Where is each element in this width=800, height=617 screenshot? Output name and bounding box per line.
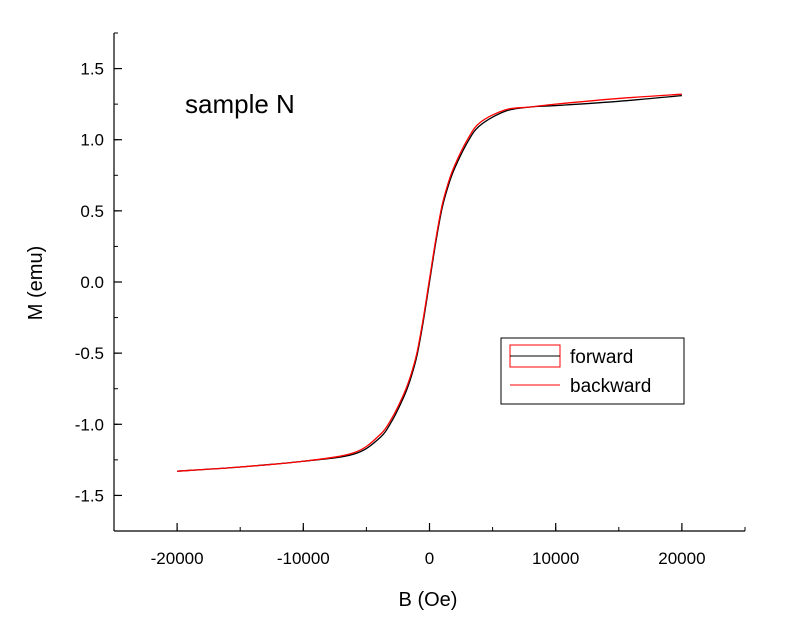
x-tick-label: 10000 <box>532 549 579 568</box>
series-line-backward <box>177 93 682 472</box>
x-tick-label: -20000 <box>151 549 204 568</box>
legend: forward backward <box>500 337 685 405</box>
legend-label-backward: backward <box>570 376 651 397</box>
x-axis-title: B (Oe) <box>399 589 458 611</box>
y-tick-label: -0.5 <box>75 344 104 363</box>
y-tick-label: 0.0 <box>80 273 104 292</box>
series-line-forward <box>177 94 682 472</box>
y-axis-title: M (emu) <box>25 246 47 320</box>
y-tick-label: -1.5 <box>75 486 104 505</box>
x-tick-label: 0 <box>425 549 434 568</box>
y-tick-label: 1.5 <box>80 60 104 79</box>
x-axis-ticks: -20000 -10000 0 10000 20000 <box>113 523 746 568</box>
legend-label-forward: forward <box>570 347 633 368</box>
y-tick-label: 1.0 <box>80 131 104 150</box>
x-tick-label: -10000 <box>277 549 330 568</box>
y-tick-label: 0.5 <box>80 202 104 221</box>
x-tick-label: 20000 <box>658 549 705 568</box>
y-tick-label: -1.0 <box>75 415 104 434</box>
series-lines <box>177 93 682 472</box>
legend-box <box>500 337 685 405</box>
y-axis-ticks: -1.5 -1.0 -0.5 0.0 0.5 1.0 1.5 <box>75 32 122 532</box>
sample-annotation: sample N <box>185 89 295 119</box>
